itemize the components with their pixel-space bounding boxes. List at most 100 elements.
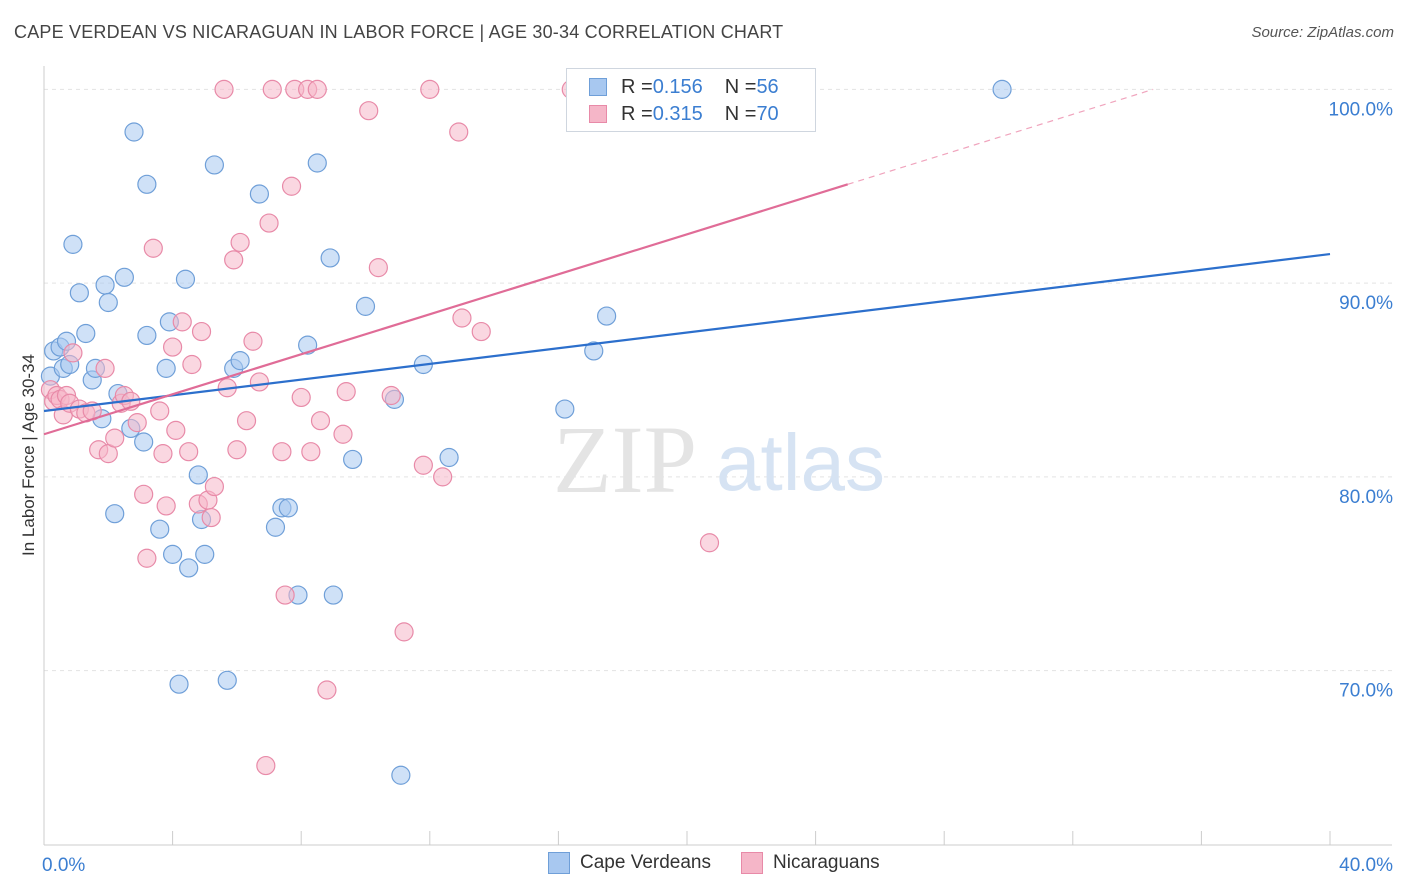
point-nicaraguan	[256, 755, 276, 776]
trend-line-nicaraguans	[43, 183, 849, 436]
point-cape-verdean	[230, 351, 250, 371]
point-nicaraguan	[150, 401, 170, 421]
point-nicaraguan	[95, 358, 115, 378]
point-nicaraguan	[63, 343, 83, 363]
legend-label: Nicaraguans	[773, 852, 880, 873]
point-nicaraguan	[381, 385, 401, 406]
swatch-nicaraguans	[741, 852, 763, 874]
y-tick-label: 70.0%	[1339, 681, 1393, 702]
point-cape-verdean	[195, 544, 215, 564]
point-nicaraguan	[230, 232, 250, 253]
x-tick-label: 40.0%	[1339, 855, 1393, 876]
stats-legend: R = 0.156 N = 56 R = 0.315 N = 70	[566, 68, 816, 132]
y-axis-label: In Labor Force | Age 30-34	[19, 354, 38, 556]
axes	[43, 66, 1392, 846]
n-value: 56	[756, 75, 779, 98]
point-nicaraguan	[201, 507, 221, 528]
watermark-atlas: atlas	[716, 418, 885, 507]
point-cape-verdean	[343, 449, 363, 470]
point-cape-verdean	[150, 519, 170, 539]
r-label: R =	[621, 75, 653, 98]
point-nicaraguan	[236, 411, 257, 431]
point-cape-verdean	[555, 399, 575, 419]
point-nicaraguan	[127, 413, 147, 433]
point-nicaraguan	[153, 444, 173, 464]
point-nicaraguan	[172, 312, 192, 332]
point-cape-verdean	[188, 465, 208, 485]
point-cape-verdean	[584, 341, 604, 361]
point-nicaraguan	[227, 440, 247, 460]
point-nicaraguan	[156, 496, 176, 516]
x-tick-label: 0.0%	[42, 855, 85, 876]
point-nicaraguan	[317, 680, 337, 700]
point-cape-verdean	[114, 267, 134, 287]
chart-title: CAPE VERDEAN VS NICARAGUAN IN LABOR FORC…	[14, 22, 784, 42]
trend-lines	[43, 88, 1331, 436]
legend-item-nicaraguans[interactable]: Nicaraguans	[741, 852, 880, 874]
n-value: 70	[756, 102, 779, 125]
point-nicaraguan	[281, 176, 302, 196]
data-points	[40, 79, 1012, 785]
point-cape-verdean	[355, 296, 376, 316]
n-label: N =	[724, 75, 757, 98]
tick-labels: 100.0% 90.0% 80.0% 70.0% 0.0% 40.0%	[42, 99, 1393, 876]
point-nicaraguan	[433, 467, 453, 487]
point-cape-verdean	[298, 335, 318, 355]
point-nicaraguan	[137, 548, 157, 568]
point-nicaraguan	[413, 455, 433, 475]
point-nicaraguan	[368, 258, 388, 278]
swatch-nicaraguans	[589, 105, 607, 123]
point-cape-verdean	[76, 323, 96, 344]
point-nicaraguan	[420, 79, 440, 99]
point-nicaraguan	[307, 79, 327, 99]
point-cape-verdean	[597, 306, 617, 326]
point-nicaraguan	[243, 331, 263, 351]
point-nicaraguan	[204, 476, 224, 497]
point-nicaraguan	[163, 337, 183, 357]
trend-line-nicaraguans-extrapolated	[847, 88, 1154, 185]
point-cape-verdean	[278, 498, 298, 518]
point-nicaraguan	[275, 585, 295, 605]
stats-row-nicaraguans: R = 0.315 N = 70	[589, 101, 779, 127]
point-cape-verdean	[323, 585, 343, 605]
r-value: 0.315	[652, 102, 703, 125]
point-nicaraguan	[143, 238, 163, 258]
point-nicaraguan	[262, 79, 282, 99]
point-nicaraguan	[301, 442, 321, 462]
point-cape-verdean	[163, 544, 183, 564]
point-cape-verdean	[69, 283, 89, 303]
point-cape-verdean	[307, 153, 327, 173]
point-nicaraguan	[336, 382, 356, 402]
point-nicaraguan	[224, 250, 244, 270]
swatch-cape-verdeans	[548, 852, 570, 874]
point-nicaraguan	[291, 387, 311, 408]
point-cape-verdean	[124, 122, 144, 142]
point-cape-verdean	[134, 432, 154, 452]
point-nicaraguan	[471, 321, 491, 342]
point-nicaraguan	[166, 420, 186, 440]
watermark-zip: ZIP	[553, 406, 697, 513]
point-nicaraguan	[259, 213, 279, 233]
point-nicaraguan	[272, 442, 292, 462]
point-nicaraguan	[452, 308, 472, 328]
legend-label: Cape Verdeans	[580, 852, 711, 873]
point-cape-verdean	[204, 155, 224, 175]
series-legend: Cape Verdeans Nicaraguans	[548, 852, 910, 874]
point-cape-verdean	[439, 447, 459, 468]
point-cape-verdean	[265, 517, 286, 537]
point-nicaraguan	[179, 442, 199, 462]
legend-item-cape-verdeans[interactable]: Cape Verdeans	[548, 852, 711, 874]
point-cape-verdean	[169, 674, 189, 694]
point-nicaraguan	[182, 354, 202, 375]
r-label: R =	[621, 102, 653, 125]
point-nicaraguan	[134, 484, 154, 504]
y-tick-label: 80.0%	[1339, 487, 1393, 508]
point-nicaraguan	[191, 321, 212, 342]
point-nicaraguan	[214, 79, 234, 99]
y-tick-label: 100.0%	[1329, 99, 1394, 120]
point-nicaraguan	[105, 428, 125, 448]
stats-row-cape-verdeans: R = 0.156 N = 56	[589, 74, 779, 100]
point-cape-verdean	[137, 174, 157, 194]
point-nicaraguan	[249, 372, 270, 392]
point-cape-verdean	[156, 358, 176, 378]
